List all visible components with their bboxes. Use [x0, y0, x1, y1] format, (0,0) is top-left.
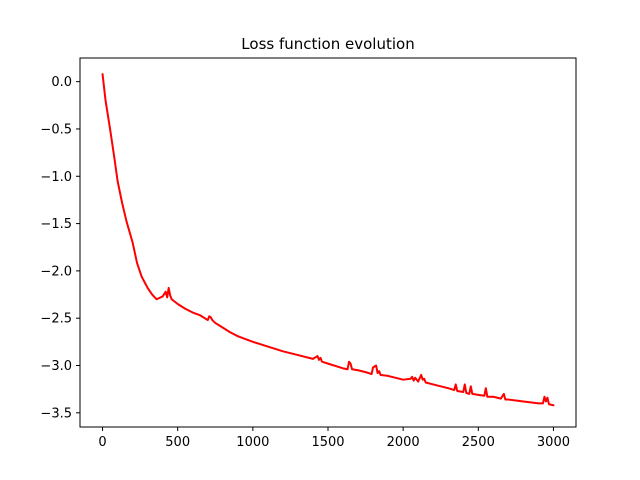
x-tick-label: 2500	[462, 435, 495, 450]
loss-series-line	[101, 73, 555, 407]
chart-title: Loss function evolution	[241, 35, 414, 53]
y-axis: 0.0 −0.5 −1.0 −1.5 −2.0 −2.5 −3.0 −3.5	[40, 75, 80, 421]
y-tick-label: −3.0	[40, 359, 72, 374]
y-tick-label: −1.5	[40, 217, 72, 232]
y-tick-label: −0.5	[40, 122, 72, 137]
y-tick-label: −1.0	[40, 170, 72, 185]
x-tick-label: 1000	[236, 435, 269, 450]
x-axis: 0 500 1000 1500 2000 2500 3000	[98, 427, 570, 450]
y-tick-label: −2.0	[40, 264, 72, 279]
x-tick-label: 2000	[387, 435, 420, 450]
x-tick-label: 0	[98, 435, 106, 450]
x-tick-label: 3000	[537, 435, 570, 450]
y-tick-label: −2.5	[40, 312, 72, 327]
x-tick-label: 1500	[311, 435, 344, 450]
y-tick-label: 0.0	[51, 75, 72, 90]
plot-frame	[79, 57, 577, 428]
x-tick-label: 500	[165, 435, 190, 450]
y-tick-label: −3.5	[40, 406, 72, 421]
